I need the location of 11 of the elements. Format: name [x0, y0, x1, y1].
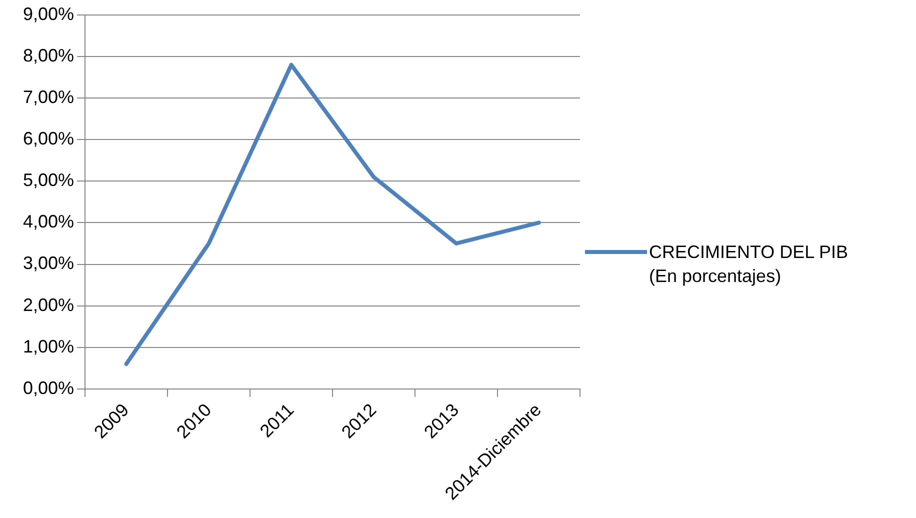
y-tick-label: 8,00% [22, 46, 74, 66]
legend-label: CRECIMIENTO DEL PIB (En porcentajes) [649, 241, 850, 288]
y-tick-label: 5,00% [22, 170, 74, 190]
y-tick-label: 2,00% [22, 294, 74, 315]
y-tick-label: 9,00% [22, 4, 74, 24]
y-tick-label: 0,00% [22, 378, 74, 398]
y-tick-label: 3,00% [22, 253, 74, 274]
y-tick-label: 6,00% [22, 128, 74, 149]
y-tick-label: 4,00% [22, 212, 74, 232]
y-tick-label: 1,00% [22, 336, 74, 356]
y-tick-label: 7,00% [22, 87, 74, 108]
